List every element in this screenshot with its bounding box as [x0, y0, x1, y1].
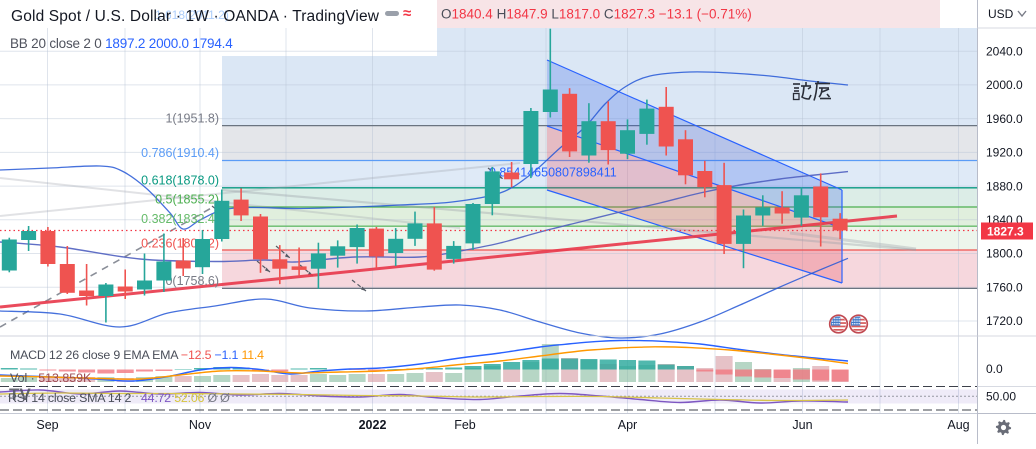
svg-text:Jun: Jun [792, 418, 812, 432]
svg-text:2040.0: 2040.0 [986, 44, 1023, 58]
svg-text:0.618(1878.0): 0.618(1878.0) [141, 174, 219, 188]
svg-text:O1840.4 H1847.9 L1817.0 C1827.: O1840.4 H1847.9 L1817.0 C1827.3 −13.1 (−… [441, 7, 752, 22]
svg-text:USD: USD [988, 7, 1014, 21]
svg-text:0.786(1910.4): 0.786(1910.4) [141, 146, 219, 160]
svg-text:BB 20 close 2 0 1897.2 2000.0: BB 20 close 2 0 1897.2 2000.0 1794.4 [10, 36, 233, 51]
svg-text:0.382(1832.4): 0.382(1832.4) [141, 212, 219, 226]
svg-text:Gold Spot / U.S. Dollar · 1W ·: Gold Spot / U.S. Dollar · 1W · OANDA · T… [11, 8, 380, 25]
svg-text:1(1951.8): 1(1951.8) [165, 111, 219, 125]
svg-text:1827.3: 1827.3 [987, 225, 1024, 239]
svg-text:1720.0: 1720.0 [986, 314, 1023, 328]
svg-text:Feb: Feb [454, 418, 476, 432]
svg-text:Nov: Nov [189, 418, 212, 432]
svg-text:1920.0: 1920.0 [986, 146, 1023, 160]
svg-text:Sep: Sep [36, 418, 58, 432]
svg-text:MACD 12 26 close 9 EMA EMA −1: MACD 12 26 close 9 EMA EMA −12.5 −1.1 11… [10, 348, 264, 362]
svg-text:1760.0: 1760.0 [986, 280, 1023, 294]
svg-text:TV: TV [9, 385, 31, 404]
svg-text:2000.0: 2000.0 [986, 78, 1023, 92]
svg-text:50.00: 50.00 [986, 390, 1016, 404]
svg-text:1800.0: 1800.0 [986, 247, 1023, 261]
svg-text:1960.0: 1960.0 [986, 112, 1023, 126]
svg-text:Aug: Aug [947, 418, 969, 432]
svg-text:Apr: Apr [618, 418, 637, 432]
svg-text:RSI 14 close SMA 14 2 44.72: RSI 14 close SMA 14 2 44.72 52.06 Ø Ø [8, 391, 230, 405]
svg-text:Vol · 513.859K: Vol · 513.859K [10, 371, 92, 385]
svg-text:0.5(1855.2): 0.5(1855.2) [155, 193, 219, 207]
svg-text:2022: 2022 [359, 418, 387, 432]
svg-text:0.0: 0.0 [986, 362, 1003, 376]
svg-text:1880.0: 1880.0 [986, 179, 1023, 193]
svg-text:0(1758.6): 0(1758.6) [165, 274, 219, 288]
svg-text:≈: ≈ [403, 5, 411, 22]
